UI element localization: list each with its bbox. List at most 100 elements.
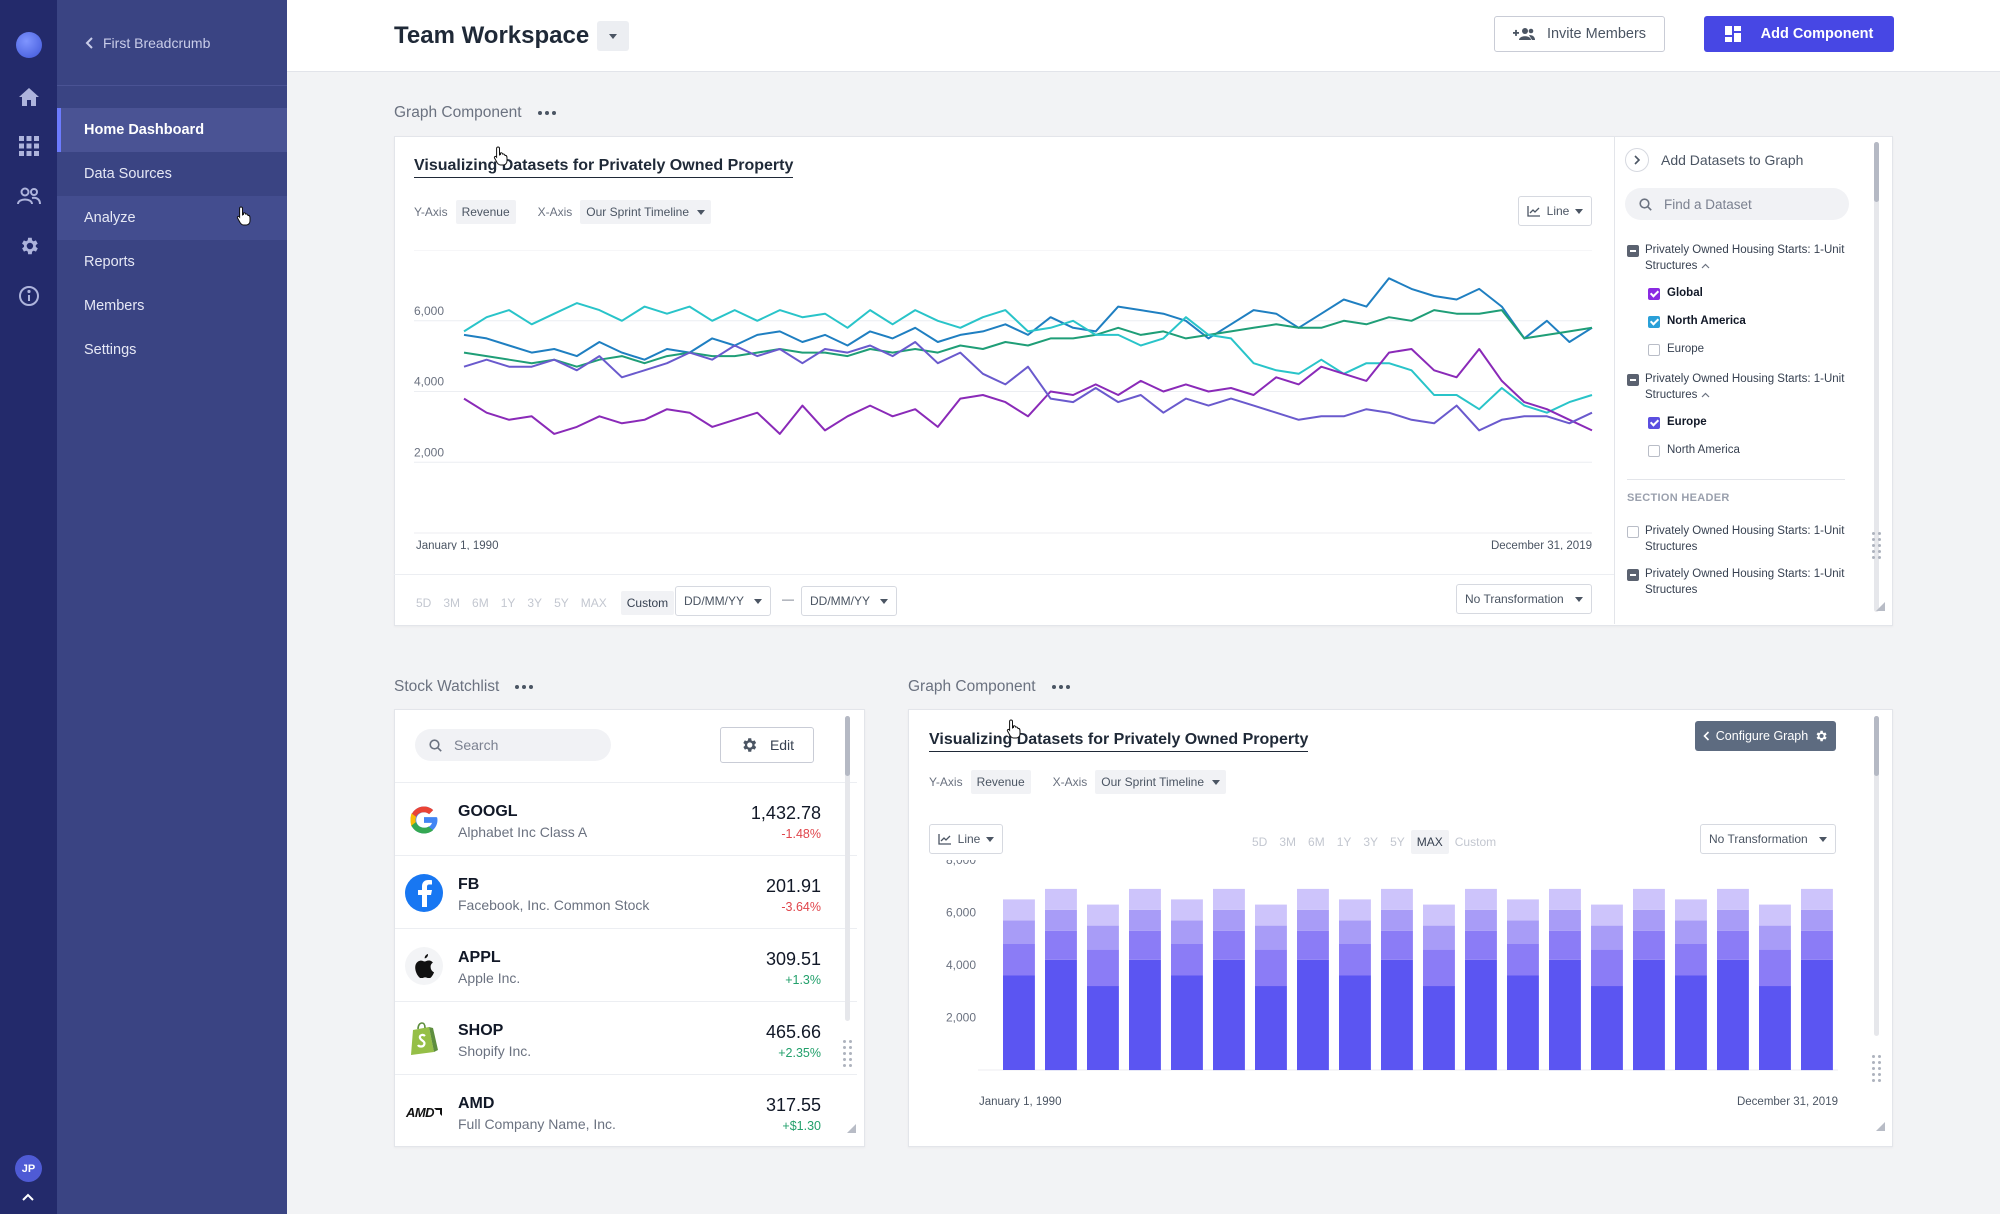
range-3m[interactable]: 3M <box>1279 835 1297 849</box>
home-icon[interactable] <box>14 82 44 112</box>
nav-item-analyze[interactable]: Analyze <box>57 196 287 240</box>
drag-handle-icon[interactable] <box>1872 1055 1882 1082</box>
x-axis-select[interactable]: Our Sprint Timeline <box>1095 770 1226 794</box>
dataset-group-1[interactable]: Privately Owned Housing Starts: 1-Unit S… <box>1645 242 1845 274</box>
graph2-chart-type-select[interactable]: Line <box>929 824 1003 854</box>
group4-checkbox[interactable] <box>1627 569 1639 581</box>
range-5y[interactable]: 5Y <box>554 596 569 610</box>
range-3m[interactable]: 3M <box>443 596 461 610</box>
group1-checkbox[interactable] <box>1627 245 1639 257</box>
checkbox-europe[interactable] <box>1648 344 1660 356</box>
configure-graph-button[interactable]: Configure Graph <box>1695 721 1836 751</box>
find-dataset-input[interactable]: Find a Dataset <box>1625 188 1849 220</box>
stock-row-appl[interactable]: APPL Apple Inc. 309.51 +1.3% <box>395 928 857 1001</box>
date-from-select[interactable]: DD/MM/YY <box>675 586 771 616</box>
caret-down-icon <box>1212 779 1220 785</box>
bar-segment <box>1213 959 1245 1071</box>
chevron-up-icon[interactable] <box>1701 263 1710 269</box>
workspace-dropdown-button[interactable] <box>597 21 629 51</box>
dataset-group-4[interactable]: Privately Owned Housing Starts: 1-Unit S… <box>1645 568 1845 596</box>
range-custom[interactable]: Custom <box>1454 835 1497 849</box>
apps-grid-icon[interactable] <box>14 131 44 161</box>
add-component-button[interactable]: Add Component <box>1704 16 1894 52</box>
more-options-icon[interactable] <box>1051 685 1070 689</box>
range-max[interactable]: MAX <box>580 596 607 610</box>
dataset-group-2[interactable]: Privately Owned Housing Starts: 1-Unit S… <box>1645 371 1845 403</box>
dataset-item-global[interactable]: Global <box>1667 287 1703 299</box>
more-options-icon[interactable] <box>537 111 556 115</box>
edit-button[interactable]: Edit <box>720 727 814 763</box>
dataset-item-europe-2[interactable]: Europe <box>1667 416 1707 428</box>
graph1-title[interactable]: Visualizing Datasets for Privately Owned… <box>414 157 794 178</box>
range-5d[interactable]: 5D <box>416 596 432 610</box>
bar-segment <box>1507 975 1539 1070</box>
app-logo[interactable] <box>16 32 42 58</box>
range-3y[interactable]: 3Y <box>527 596 543 610</box>
graph1-chart-type-select[interactable]: Line <box>1518 196 1592 226</box>
nav-item-data-sources[interactable]: Data Sources <box>84 166 172 182</box>
drag-handle-icon[interactable] <box>1872 532 1882 559</box>
bar-segment <box>1801 909 1833 931</box>
stock-row-shop[interactable]: SHOP Shopify Inc. 465.66 +2.35% <box>395 1001 857 1074</box>
stock-row-fb[interactable]: FB Facebook, Inc. Common Stock 201.91 -3… <box>395 855 857 928</box>
nav-item-home-dashboard[interactable]: Home Dashboard <box>57 108 287 152</box>
bar-segment <box>1003 975 1035 1070</box>
range-5d[interactable]: 5D <box>1252 835 1268 849</box>
more-options-icon[interactable] <box>515 685 534 689</box>
x-end-label: December 31, 2019 <box>1491 540 1592 550</box>
y-axis-value[interactable]: Revenue <box>455 200 516 224</box>
range-max[interactable]: MAX <box>1410 830 1449 854</box>
graph1-transformation-select[interactable]: No Transformation <box>1456 584 1592 614</box>
chevron-right-icon[interactable] <box>1625 148 1649 172</box>
range-6m[interactable]: 6M <box>1308 835 1325 849</box>
checkbox-europe-2[interactable] <box>1648 417 1660 429</box>
range-custom[interactable]: Custom <box>620 591 675 615</box>
group3-checkbox[interactable] <box>1627 526 1639 538</box>
dataset-group-3[interactable]: Privately Owned Housing Starts: 1-Unit S… <box>1645 525 1845 553</box>
nav-item-reports[interactable]: Reports <box>84 254 135 270</box>
nav-item-settings[interactable]: Settings <box>84 342 137 358</box>
chevron-up-icon[interactable] <box>22 1188 34 1206</box>
range-6m[interactable]: 6M <box>472 596 489 610</box>
stock-row-amd[interactable]: AMD AMD Full Company Name, Inc. 317.55 +… <box>395 1074 857 1146</box>
user-avatar[interactable]: JP <box>15 1155 42 1182</box>
dataset-item-north-america[interactable]: North America <box>1667 315 1746 327</box>
dataset-item-europe[interactable]: Europe <box>1667 343 1705 355</box>
y-axis-value[interactable]: Revenue <box>970 770 1031 794</box>
range-1y[interactable]: 1Y <box>1336 835 1352 849</box>
bar-segment <box>1717 909 1749 931</box>
gear-icon[interactable] <box>14 231 44 261</box>
datasets-panel-header[interactable]: Add Datasets to Graph <box>1625 148 1803 172</box>
chevron-up-icon[interactable] <box>1701 392 1710 398</box>
range-1y[interactable]: 1Y <box>500 596 516 610</box>
range-5y[interactable]: 5Y <box>1390 835 1405 849</box>
bar-segment <box>1339 920 1371 944</box>
datasets-scrollbar[interactable] <box>1874 142 1879 612</box>
checkbox-global[interactable] <box>1648 288 1660 300</box>
invite-members-button[interactable]: Invite Members <box>1494 16 1665 52</box>
checkbox-north-america-2[interactable] <box>1648 445 1660 457</box>
x-axis-select[interactable]: Our Sprint Timeline <box>580 200 711 224</box>
graph2-title[interactable]: Visualizing Datasets for Privately Owned… <box>929 731 1309 752</box>
stock-row-googl[interactable]: GOOGL Alphabet Inc Class A 1,432.78 -1.4… <box>395 782 857 855</box>
checkbox-north-america[interactable] <box>1648 316 1660 328</box>
top-bar: Team Workspace Invite Members Add Compon… <box>287 0 2000 72</box>
resize-handle-icon[interactable] <box>1876 1122 1885 1131</box>
drag-handle-icon[interactable] <box>843 1040 853 1067</box>
date-separator: — <box>782 592 794 606</box>
breadcrumb[interactable]: First Breadcrumb <box>57 0 287 86</box>
graph2-transformation-select[interactable]: No Transformation <box>1700 824 1836 854</box>
nav-item-members[interactable]: Members <box>84 298 145 314</box>
watchlist-search-input[interactable]: Search <box>415 729 611 761</box>
resize-handle-icon[interactable] <box>847 1124 856 1133</box>
bar-segment <box>1213 888 1245 910</box>
date-to-select[interactable]: DD/MM/YY <box>801 586 897 616</box>
dataset-item-north-america-2[interactable]: North America <box>1667 444 1740 456</box>
info-icon[interactable] <box>14 281 44 311</box>
people-icon[interactable] <box>14 181 44 211</box>
range-3y[interactable]: 3Y <box>1363 835 1379 849</box>
graph2-scrollbar[interactable] <box>1874 716 1879 1036</box>
group2-checkbox[interactable] <box>1627 374 1639 386</box>
resize-handle-icon[interactable] <box>1876 602 1885 611</box>
watchlist-scrollbar[interactable] <box>845 716 850 1021</box>
